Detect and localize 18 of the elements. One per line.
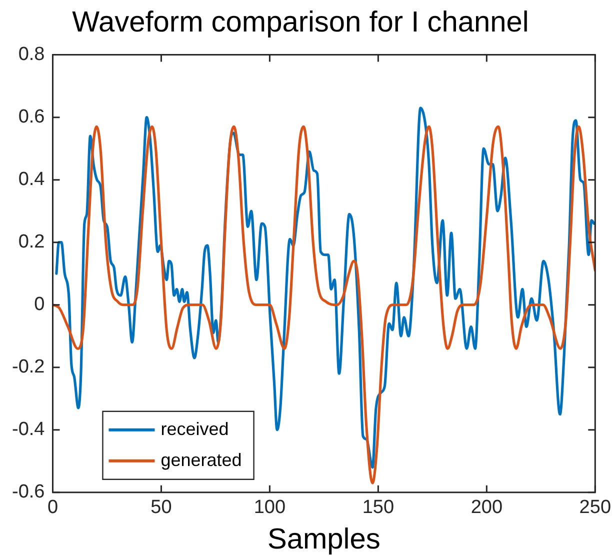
x-tick-label: 50: [150, 497, 172, 518]
x-tick-label: 100: [254, 497, 286, 518]
x-tick-label: 200: [470, 497, 503, 518]
legend-label: generated: [160, 450, 242, 470]
y-tick-label: 0.8: [18, 44, 45, 66]
x-tick-label: 0: [47, 497, 58, 518]
y-tick-label: 0.4: [18, 169, 46, 190]
y-tick-label: -0.4: [12, 419, 46, 440]
x-tick-label: 150: [362, 497, 394, 518]
y-tick-label: -0.6: [12, 482, 45, 503]
chart-title: Waveform comparison for I channel: [72, 6, 529, 38]
y-tick-label: 0: [34, 294, 45, 316]
legend-label: received: [160, 418, 229, 439]
y-tick-label: 0.2: [18, 232, 45, 253]
x-axis-title: Samples: [268, 524, 380, 556]
y-tick-label: 0.6: [18, 106, 45, 128]
x-tick-label: 250: [579, 497, 611, 518]
y-tick-label: -0.2: [12, 356, 45, 378]
